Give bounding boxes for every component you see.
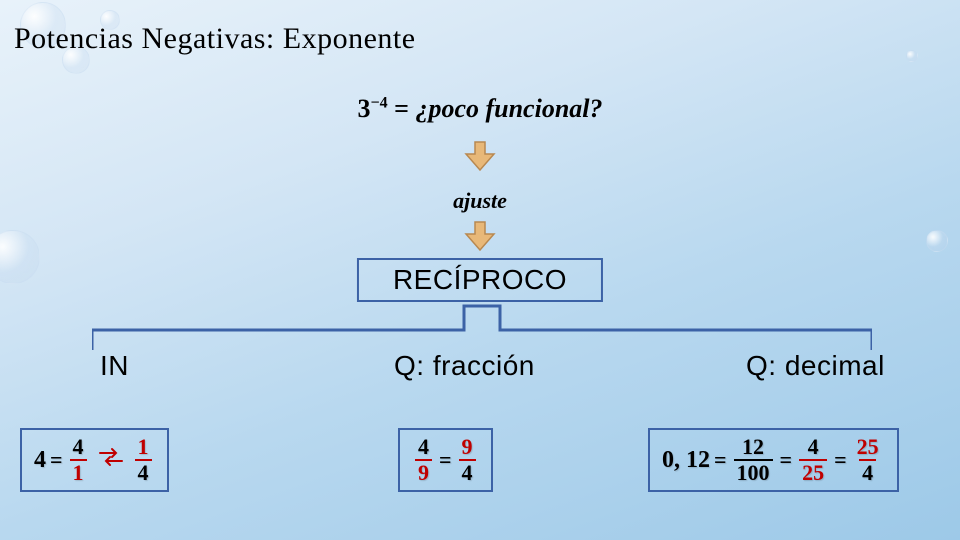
reciproco-box: RECÍPROCO bbox=[357, 258, 603, 302]
qd-eq1: = bbox=[714, 447, 727, 473]
qd-eq3: = bbox=[834, 447, 847, 473]
in-lead: 4 bbox=[34, 447, 46, 474]
formula-qfrac: 4 9 = 9 4 bbox=[398, 428, 493, 492]
col-label-qdec: Q: decimal bbox=[746, 350, 885, 382]
col-label-in: IN bbox=[100, 350, 129, 382]
qd-frac3: 25 4 bbox=[854, 436, 882, 484]
qf-eq: = bbox=[439, 447, 452, 473]
formula-in: 4 = 4 1 1 4 bbox=[20, 428, 169, 492]
arrow-swap-icon bbox=[98, 447, 124, 473]
eq-exponent: −4 bbox=[370, 94, 387, 111]
qd-lead: 0, 12 bbox=[662, 447, 710, 474]
col-label-qfrac: Q: fracción bbox=[394, 350, 535, 382]
bubble-deco bbox=[906, 50, 918, 62]
bracket-connector bbox=[92, 300, 872, 350]
qd-eq2: = bbox=[780, 447, 793, 473]
reciproco-label: RECÍPROCO bbox=[393, 264, 567, 295]
eq-base: 3 bbox=[357, 94, 370, 123]
in-frac2: 1 4 bbox=[135, 436, 152, 484]
qd-frac2: 4 25 bbox=[799, 436, 827, 484]
bubble-deco bbox=[926, 230, 948, 252]
formula-qdec: 0, 12 = 12 100 = 4 25 = 25 4 bbox=[648, 428, 899, 492]
arrow-down-icon bbox=[462, 138, 498, 174]
qd-frac1: 12 100 bbox=[734, 436, 773, 484]
eq-equals: = bbox=[394, 94, 409, 123]
equation-question: 3−4 = ¿poco funcional? bbox=[357, 94, 602, 124]
eq-question: ¿poco funcional? bbox=[415, 94, 602, 123]
qf-frac2: 9 4 bbox=[459, 436, 476, 484]
ajuste-label: ajuste bbox=[453, 188, 507, 214]
qf-frac1: 4 9 bbox=[415, 436, 432, 484]
arrow-down-icon bbox=[462, 218, 498, 254]
page-title: Potencias Negativas: Exponente bbox=[14, 22, 416, 56]
in-frac1: 4 1 bbox=[70, 436, 87, 484]
in-eq: = bbox=[50, 447, 63, 473]
bubble-deco bbox=[0, 230, 40, 284]
